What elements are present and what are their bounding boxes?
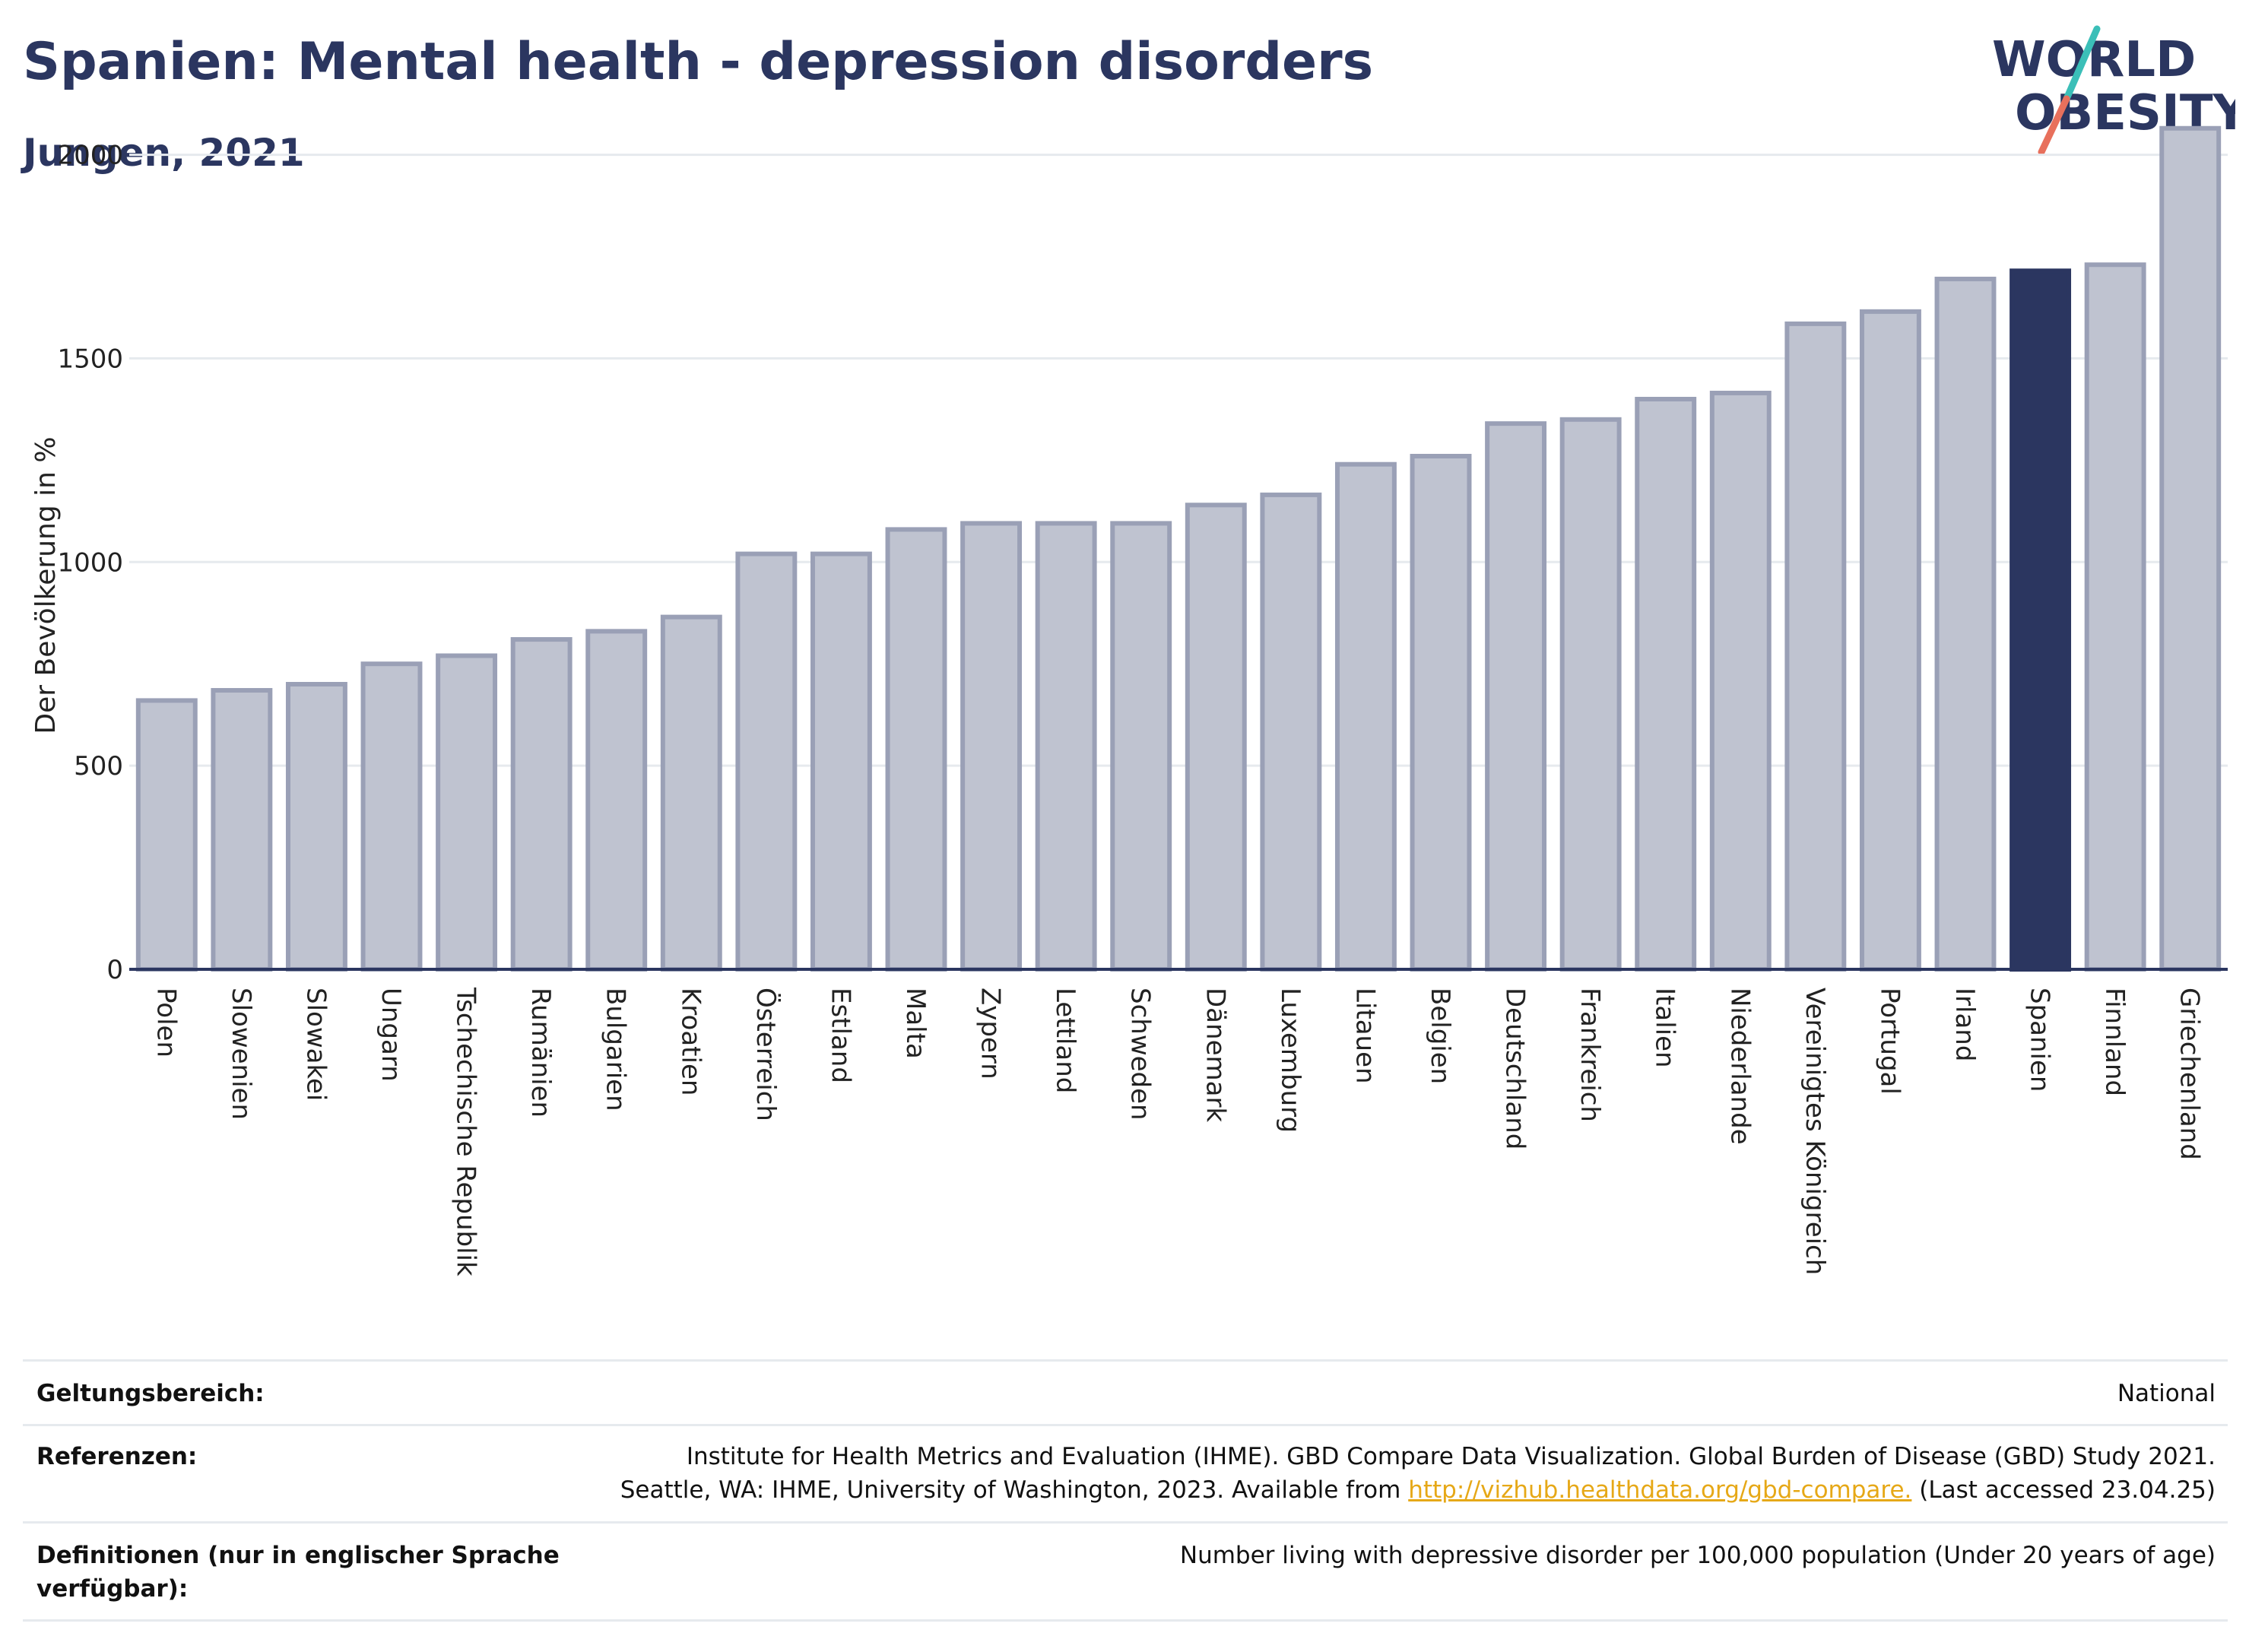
- x-tick-label: Frankreich: [1575, 988, 1605, 1122]
- x-tick-label: Slowenien: [226, 988, 256, 1120]
- y-tick-label: 2000: [57, 141, 123, 171]
- references-line2: Seattle, WA: IHME, University of Washing…: [620, 1473, 2216, 1507]
- bar-tschechische-republik: [436, 653, 498, 972]
- x-tick-label: Dänemark: [1200, 988, 1230, 1122]
- x-tick-label: Finnland: [2099, 988, 2130, 1096]
- x-tick-label: Tschechische Republik: [451, 987, 481, 1276]
- chart-title: Spanien: Mental health - depression diso…: [23, 32, 1374, 92]
- bar-griechenland: [2159, 125, 2222, 972]
- bar-zypern: [960, 521, 1023, 972]
- bar-kroatien: [660, 614, 722, 972]
- x-tick-label: Estland: [825, 988, 855, 1083]
- definitions-label: Definitionen (nur in englischer Sprache …: [36, 1542, 560, 1603]
- info-row-references: Referenzen: Institute for Health Metrics…: [23, 1424, 2228, 1524]
- x-tick-label: Irland: [1949, 988, 1980, 1061]
- bar-rumänien: [510, 637, 573, 972]
- x-tick-label: Bulgarien: [601, 988, 631, 1111]
- scope-value: National: [2117, 1380, 2216, 1407]
- bar-deutschland: [1485, 421, 1547, 972]
- bar-ungarn: [360, 661, 423, 972]
- x-tick-label: Rumänien: [525, 988, 556, 1118]
- info-row-scope: Geltungsbereich: National: [23, 1362, 2228, 1424]
- bar-finnland: [2084, 262, 2146, 972]
- chart-subtitle: Jungen, 2021: [23, 131, 305, 175]
- x-tick-label: Polen: [151, 988, 181, 1057]
- y-tick-label: 1500: [57, 344, 123, 374]
- x-tick-label: Portugal: [1874, 988, 1905, 1095]
- x-tick-label: Spanien: [2025, 988, 2055, 1092]
- axis-layer: 0 500 1000 1500 2000 Polen Slowenien Slowakei Un…: [57, 141, 2228, 1276]
- x-tick-label: Luxemburg: [1275, 988, 1305, 1133]
- bar-dänemark: [1185, 503, 1247, 972]
- x-tick-label: Österreich: [750, 988, 782, 1121]
- references-link[interactable]: http://vizhub.healthdata.org/gbd-compare…: [1408, 1476, 1912, 1504]
- logo-slash-bottom: [2038, 95, 2070, 156]
- references-line2-post: (Last accessed 23.04.25): [1919, 1476, 2216, 1504]
- y-tick-label: 1000: [57, 547, 123, 578]
- bar-italien: [1635, 397, 1697, 972]
- x-tick-label: Zypern: [975, 988, 1006, 1080]
- bar-niederlande: [1709, 390, 1772, 972]
- bar-estland: [810, 551, 872, 972]
- bar-spanien: [2010, 268, 2072, 972]
- bar-litauen: [1334, 461, 1397, 972]
- bar-schweden: [1110, 521, 1172, 972]
- logo-slash-top: [2063, 25, 2101, 103]
- y-tick-label: 500: [74, 751, 123, 782]
- y-tick-label: 0: [106, 955, 123, 985]
- bar-bulgarien: [585, 629, 648, 972]
- definitions-value: Number living with depressive disorder p…: [1179, 1542, 2216, 1569]
- x-tick-label: Italien: [1650, 988, 1680, 1068]
- bar-portugal: [1859, 309, 1921, 972]
- bar-chart: 0 500 1000 1500 2000 Polen Slowenien Slowakei Un…: [30, 125, 2228, 1276]
- x-tick-label: Kroatien: [675, 988, 706, 1096]
- bar-irland: [1934, 276, 1997, 972]
- x-tick-label: Niederlande: [1724, 988, 1755, 1145]
- x-tick-label: Slowakei: [300, 988, 331, 1101]
- bar-polen: [135, 698, 198, 972]
- x-tick-label: Malta: [900, 988, 931, 1059]
- bar-slowenien: [211, 688, 273, 972]
- references-line1: Institute for Health Metrics and Evaluat…: [686, 1443, 2216, 1470]
- x-tick-label: Belgien: [1425, 988, 1455, 1084]
- references-value: Institute for Health Metrics and Evaluat…: [620, 1440, 2216, 1507]
- x-tick-label: Deutschland: [1500, 988, 1531, 1149]
- x-tick-label: Schweden: [1125, 988, 1156, 1121]
- x-tick-label: Lettland: [1050, 988, 1080, 1093]
- info-row-definitions: Definitionen (nur in englischer Sprache …: [23, 1521, 2228, 1622]
- bar-layer: [135, 125, 2222, 972]
- bar-österreich: [735, 551, 798, 972]
- bar-lettland: [1035, 521, 1097, 972]
- x-tick-label: Vereinigtes Königreich: [1800, 988, 1830, 1275]
- bar-frankreich: [1559, 417, 1622, 972]
- references-line2-pre: Seattle, WA: IHME, University of Washing…: [620, 1476, 1401, 1504]
- x-tick-label: Litauen: [1350, 988, 1380, 1084]
- bar-slowakei: [285, 682, 347, 972]
- references-label: Referenzen:: [36, 1443, 198, 1470]
- bar-malta: [885, 527, 947, 972]
- bar-belgien: [1410, 454, 1472, 972]
- info-table: Geltungsbereich: National Referenzen: In…: [23, 1359, 2228, 1622]
- bar-vereinigtes-königreich: [1784, 321, 1847, 972]
- x-tick-label: Griechenland: [2174, 988, 2205, 1160]
- y-axis-label: Der Bevölkerung in %: [30, 436, 62, 734]
- x-tick-label: Ungarn: [376, 988, 406, 1082]
- scope-label: Geltungsbereich:: [36, 1380, 265, 1407]
- world-obesity-logo: WORLD OBESITY: [1992, 25, 2235, 156]
- bar-luxemburg: [1260, 492, 1322, 972]
